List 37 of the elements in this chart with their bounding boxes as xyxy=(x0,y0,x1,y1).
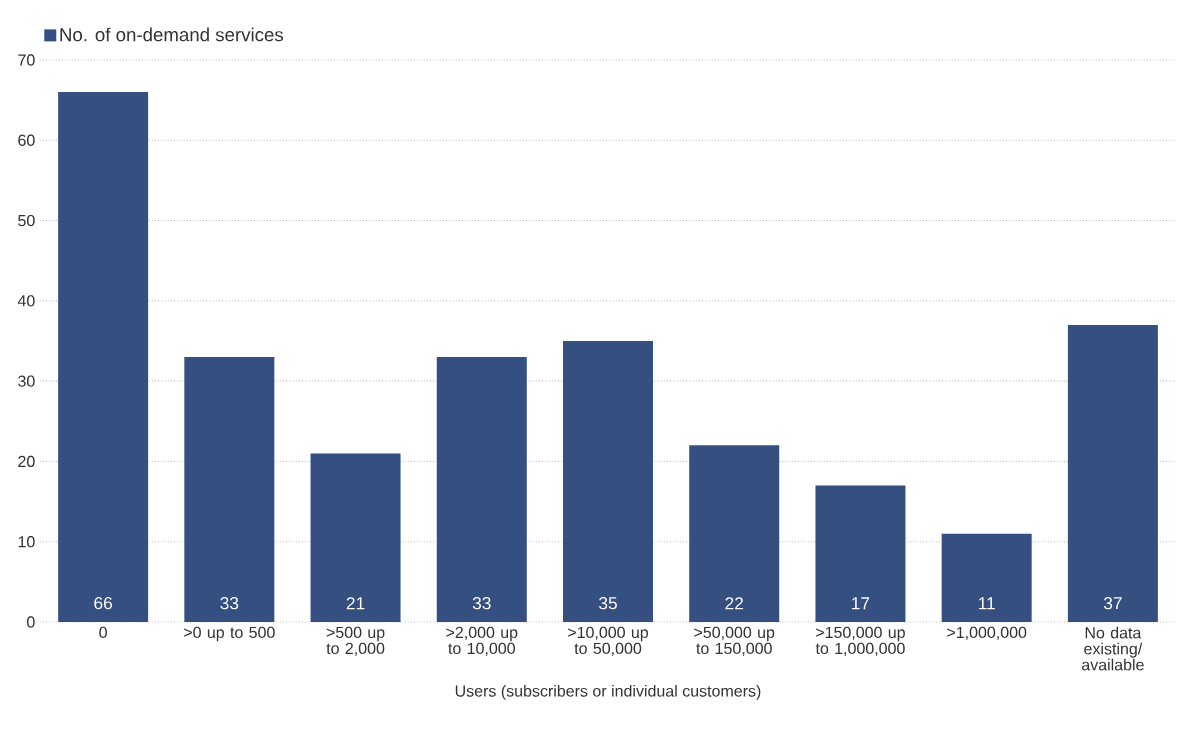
bar xyxy=(1067,324,1158,622)
y-tick-label: 50 xyxy=(18,214,35,227)
y-tick-label: 20 xyxy=(18,455,35,468)
bar xyxy=(310,453,401,622)
bar xyxy=(815,485,906,622)
data-label: 21 xyxy=(346,597,365,610)
bar xyxy=(184,357,275,622)
y-tick-label: 0 xyxy=(27,616,35,628)
x-tick-label: >50,000 up to 150,000 xyxy=(694,626,775,656)
data-label: 11 xyxy=(978,597,995,610)
data-label: 22 xyxy=(725,597,743,610)
data-label: 33 xyxy=(220,597,239,610)
x-tick-label: No data existing/ available xyxy=(1081,626,1144,671)
y-tick-label: 60 xyxy=(18,134,35,146)
bar xyxy=(689,445,780,622)
data-label: 37 xyxy=(1103,597,1122,610)
bar xyxy=(941,533,1032,622)
bar xyxy=(58,92,149,622)
x-axis-title: Users (subscribers or individual customers) xyxy=(455,684,761,700)
y-tick-label: 40 xyxy=(17,295,35,307)
data-label: 17 xyxy=(852,597,870,610)
data-label: 33 xyxy=(472,597,491,610)
bar xyxy=(436,357,527,622)
x-tick-label: 0 xyxy=(99,626,107,639)
y-tick-label: 70 xyxy=(18,54,35,66)
data-label: 66 xyxy=(94,597,112,610)
data-label: 35 xyxy=(599,597,617,610)
bar xyxy=(563,340,653,622)
legend-label: No. of on-demand services xyxy=(60,27,284,42)
x-tick-label: >2,000 up to 10,000 xyxy=(446,626,518,656)
x-tick-label: >500 up to 2,000 xyxy=(326,626,385,656)
x-tick-label: >10,000 up to 50,000 xyxy=(568,626,649,656)
y-tick-label: 10 xyxy=(18,536,35,548)
x-tick-label: >0 up to 500 xyxy=(184,626,275,642)
x-tick-label: >150,000 up to 1,000,000 xyxy=(815,626,905,656)
y-tick-label: 30 xyxy=(18,375,35,387)
x-tick-label: >1,000,000 xyxy=(947,626,1027,640)
